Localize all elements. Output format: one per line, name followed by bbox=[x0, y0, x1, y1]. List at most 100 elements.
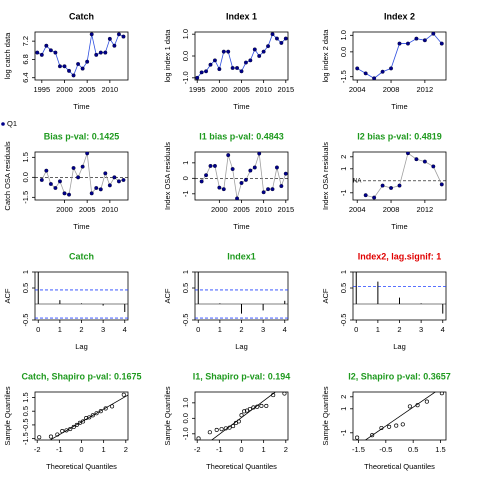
point bbox=[53, 186, 58, 190]
panel: Index 2 Time log index 2 data 2004 2008 2012 -… bbox=[321, 11, 447, 111]
plot-frame bbox=[34, 271, 129, 321]
x-tick-label: 2000 bbox=[56, 205, 73, 214]
point bbox=[85, 59, 90, 64]
x-tick-label: 2012 bbox=[417, 85, 434, 94]
point bbox=[212, 58, 217, 63]
point bbox=[261, 190, 266, 195]
x-tick-label: 2010 bbox=[102, 85, 119, 94]
y-tick-label: 2 bbox=[339, 395, 348, 399]
panel-title: Index2, lag.signif: 1 bbox=[358, 251, 442, 261]
x-tick-label: 2005 bbox=[233, 85, 250, 94]
plot-area bbox=[37, 392, 128, 440]
point bbox=[98, 50, 103, 55]
point bbox=[226, 49, 231, 54]
point bbox=[270, 187, 275, 192]
point bbox=[221, 49, 226, 54]
x-tick-label: 0 bbox=[196, 325, 200, 334]
y-axis-label: log index 2 data bbox=[321, 29, 330, 83]
panel: I1, Shapiro p-val: 0.194 Theoretical Quan… bbox=[163, 371, 290, 471]
point bbox=[208, 163, 213, 168]
point bbox=[204, 69, 209, 74]
x-tick-label: 2008 bbox=[383, 205, 400, 214]
y-tick-label: 1 bbox=[339, 167, 348, 171]
point bbox=[389, 66, 393, 71]
y-tick-label: 0.0 bbox=[21, 172, 30, 182]
plot-area bbox=[355, 32, 444, 80]
y-tick-label: 6.8 bbox=[21, 54, 30, 64]
point bbox=[58, 179, 62, 184]
x-tick-label: 1.5 bbox=[435, 445, 445, 454]
point bbox=[68, 426, 73, 432]
point bbox=[199, 70, 204, 75]
y-tick-label: -1.5 bbox=[21, 191, 30, 204]
point bbox=[116, 32, 121, 37]
point bbox=[76, 175, 81, 180]
y-axis-label: log index 1 data bbox=[163, 29, 172, 83]
panel: I2, Shapiro p-val: 0.3657 Theoretical Qua… bbox=[321, 371, 451, 471]
panel-title: I2, Shapiro p-val: 0.3657 bbox=[348, 371, 451, 381]
point bbox=[60, 429, 65, 434]
y-tick-label: -1.0 bbox=[181, 71, 190, 84]
panel-title: Index 1 bbox=[226, 11, 257, 21]
point bbox=[214, 427, 219, 432]
x-axis-label: Lag bbox=[393, 342, 406, 351]
point bbox=[87, 415, 92, 420]
plot-frame bbox=[352, 31, 447, 81]
x-tick-label: -0.5 bbox=[379, 445, 392, 454]
point bbox=[439, 392, 444, 396]
point bbox=[64, 428, 69, 433]
plot-area bbox=[353, 152, 446, 200]
x-tick-label: 1 bbox=[376, 325, 380, 334]
point bbox=[219, 427, 224, 432]
point bbox=[48, 434, 53, 439]
point bbox=[37, 435, 42, 440]
x-tick-label: 0 bbox=[239, 445, 243, 454]
plot-area bbox=[35, 152, 128, 197]
y-axis-label: Catch OSA residuals bbox=[3, 141, 12, 210]
x-tick-label: 0 bbox=[36, 325, 40, 334]
point bbox=[380, 183, 385, 188]
point bbox=[103, 171, 108, 176]
y-axis-label: Sample Quantiles bbox=[163, 386, 172, 445]
y-tick-label: 0 bbox=[181, 176, 190, 180]
x-axis-label: Time bbox=[391, 102, 407, 111]
point bbox=[80, 164, 85, 169]
point bbox=[230, 167, 235, 171]
panel: I1 bias p-val: 0.4843 Time Index OSA resid… bbox=[163, 131, 294, 231]
y-tick-label: -0.5 bbox=[339, 314, 348, 327]
point bbox=[255, 404, 260, 409]
point bbox=[39, 178, 44, 182]
x-tick-label: 2 bbox=[124, 445, 128, 454]
point bbox=[98, 409, 103, 414]
panel: Bias p-val: 0.1425 Time Catch OSA residual… bbox=[1, 119, 129, 231]
point bbox=[217, 185, 222, 190]
point bbox=[431, 32, 436, 36]
point bbox=[62, 191, 67, 196]
point bbox=[279, 40, 284, 45]
point bbox=[107, 36, 112, 41]
x-tick-label: 2008 bbox=[383, 85, 400, 94]
point bbox=[121, 392, 126, 397]
point bbox=[121, 34, 126, 39]
x-tick-label: 1 bbox=[58, 325, 62, 334]
point bbox=[235, 66, 240, 70]
y-tick-label: -1 bbox=[339, 189, 348, 196]
plot-frame bbox=[34, 31, 129, 81]
y-tick-label: 1.0 bbox=[181, 29, 190, 39]
point bbox=[94, 186, 99, 190]
x-tick-label: -1.5 bbox=[352, 445, 365, 454]
qq-line bbox=[211, 392, 276, 440]
y-axis-label: ACF bbox=[3, 288, 12, 303]
legend-label: Q1 bbox=[7, 119, 17, 128]
point bbox=[227, 425, 232, 430]
y-tick-label: 1 bbox=[21, 270, 30, 274]
point bbox=[242, 409, 247, 414]
point bbox=[406, 152, 410, 156]
point bbox=[235, 196, 240, 200]
plot-area bbox=[353, 272, 446, 314]
point bbox=[363, 193, 368, 198]
panel-title: Index 2 bbox=[384, 11, 415, 21]
x-tick-label: 1 bbox=[102, 445, 106, 454]
point bbox=[406, 41, 410, 46]
y-tick-label: 0.5 bbox=[21, 283, 30, 293]
